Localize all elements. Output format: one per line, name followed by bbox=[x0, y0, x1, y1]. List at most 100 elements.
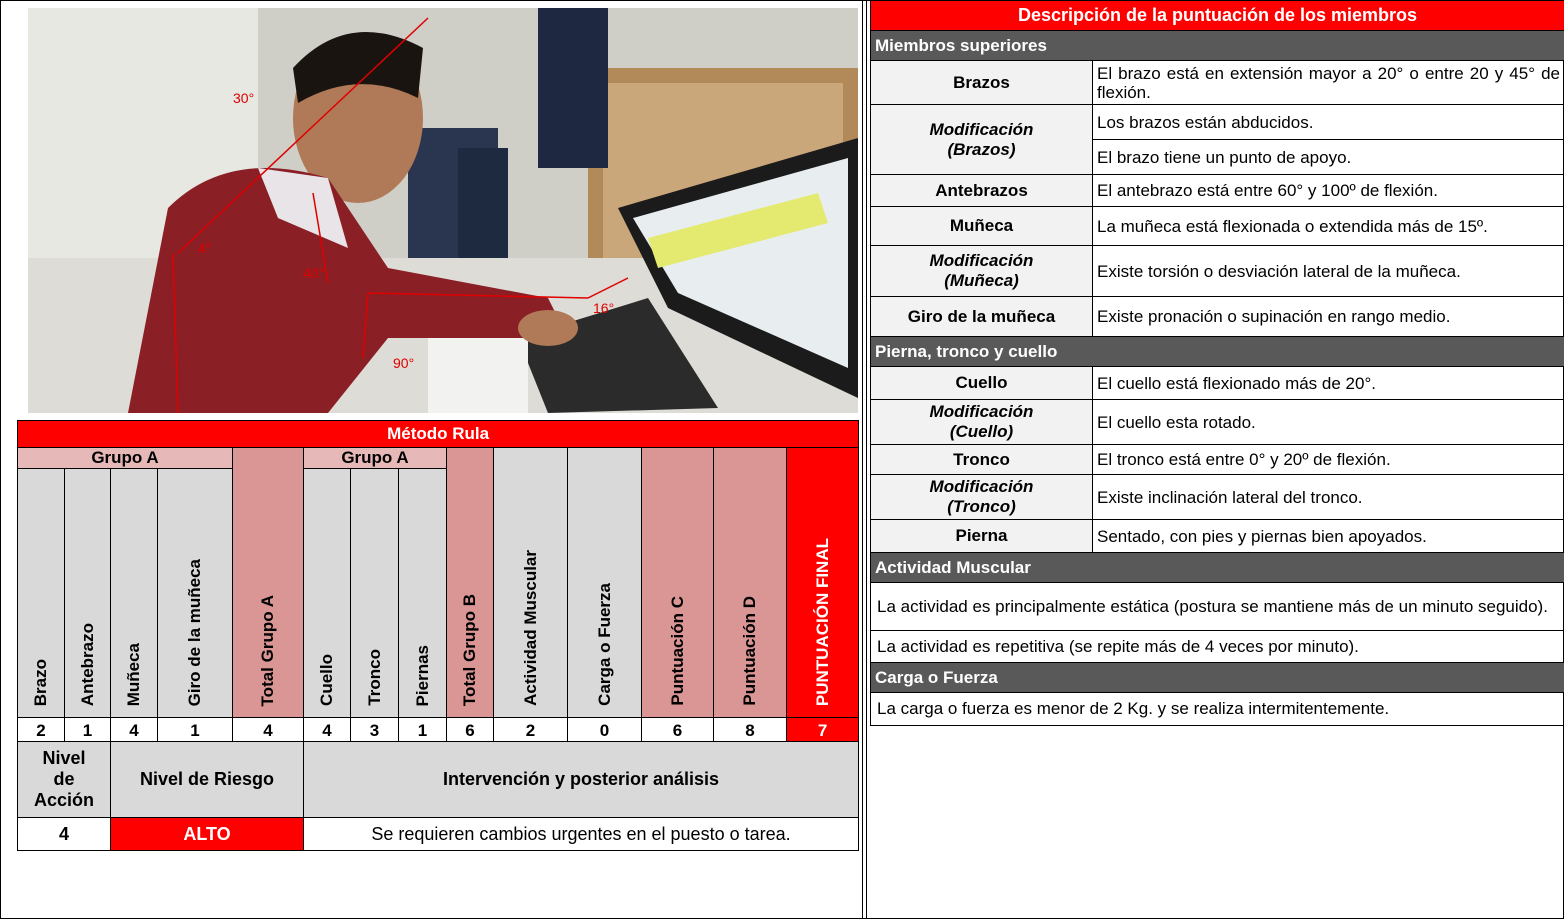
header-text: Tronco bbox=[364, 649, 384, 706]
description-row: Modificación (Brazos) Los brazos están ab… bbox=[870, 104, 1564, 175]
score: 1 bbox=[64, 717, 111, 744]
column-header: Piernas bbox=[398, 468, 447, 718]
label-text: Modificación (Muñeca) bbox=[929, 251, 1034, 290]
group-header: Grupo A bbox=[303, 447, 447, 469]
section-row: Actividad Muscular bbox=[870, 552, 1564, 583]
score: 1 bbox=[398, 717, 447, 744]
row-label: Brazos bbox=[870, 60, 1093, 105]
description-row: El brazo tiene un punto de apoyo. bbox=[871, 139, 1564, 175]
row-text: Los brazos están abducidos. bbox=[1092, 104, 1564, 140]
description-row: Brazos El brazo está en extensión mayor a… bbox=[870, 60, 1564, 105]
row-text: Existe inclinación lateral del tronco. bbox=[1092, 474, 1564, 520]
score: 8 bbox=[713, 717, 787, 744]
column-header: Brazo bbox=[17, 468, 65, 718]
angle-label: 90° bbox=[393, 355, 414, 371]
angle-label: 4° bbox=[198, 240, 211, 256]
label-text: Giro de la muñeca bbox=[907, 306, 1056, 326]
row-text: El cuello está flexionado más de 20°. bbox=[1092, 366, 1564, 400]
score: 4 bbox=[232, 717, 304, 744]
row-text: El antebrazo está entre 60° y 100º de fl… bbox=[1092, 174, 1564, 207]
section-row: Miembros superiores bbox=[870, 30, 1564, 61]
column-header: Puntuación C bbox=[641, 447, 714, 718]
paragraph: La actividad es repetitiva (se repite má… bbox=[870, 630, 1564, 663]
row-label: Modificación (Tronco) bbox=[870, 474, 1093, 520]
score: 6 bbox=[641, 717, 714, 744]
column-header: Total Grupo A bbox=[232, 447, 304, 718]
risk-header: Nivel de Acción bbox=[17, 741, 111, 818]
angle-label: 40° bbox=[303, 265, 324, 281]
header-text: Antebrazo bbox=[77, 622, 97, 706]
column-header: Muñeca bbox=[110, 468, 158, 718]
label-text: Tronco bbox=[953, 449, 1010, 469]
risk-header: Intervención y posterior análisis bbox=[303, 741, 859, 818]
header-text: Cuello bbox=[317, 654, 336, 706]
description-row: Modificación (Tronco) Existe inclinación … bbox=[870, 474, 1564, 520]
score: 4 bbox=[303, 717, 351, 744]
label-text: Modificación (Cuello) bbox=[929, 402, 1034, 441]
angle-label: 16° bbox=[593, 300, 614, 316]
description-row: Giro de la muñeca Existe pronación o supi… bbox=[870, 296, 1564, 337]
row-text: La muñeca está flexionada o extendida má… bbox=[1092, 206, 1564, 246]
row-text: Sentado, con pies y piernas bien apoyado… bbox=[1092, 519, 1564, 553]
section-row: Carga o Fuerza bbox=[870, 662, 1564, 693]
description-row: Tronco El tronco está entre 0° y 20º de f… bbox=[870, 444, 1564, 475]
header-text: Total Grupo B bbox=[460, 593, 479, 706]
row-text: El brazo tiene un punto de apoyo. bbox=[1092, 139, 1564, 175]
description-row: Antebrazos El antebrazo está entre 60° y … bbox=[870, 174, 1564, 207]
row-text: El cuello esta rotado. bbox=[1092, 399, 1564, 445]
row-label: Tronco bbox=[870, 444, 1093, 475]
paragraph: La carga o fuerza es menor de 2 Kg. y se… bbox=[870, 692, 1564, 726]
column-header: Giro de la muñeca bbox=[157, 468, 233, 718]
row-text: Existe pronación o supinación en rango m… bbox=[1092, 296, 1564, 337]
label-text: Brazos bbox=[953, 72, 1010, 92]
row-label: Giro de la muñeca bbox=[870, 296, 1093, 337]
column-header: Carga o Fuerza bbox=[567, 447, 642, 718]
header-text: Actividad Muscular bbox=[520, 550, 540, 706]
score: 2 bbox=[17, 717, 65, 744]
header-text: Nivel de Acción bbox=[34, 748, 95, 810]
row-text: El brazo está en extensión mayor a 20° o… bbox=[1092, 60, 1564, 105]
table-title: Descripción de la puntuación de los miem… bbox=[870, 0, 1564, 31]
workplace-photo: 30° 4° 40° 90° 16° bbox=[28, 8, 858, 413]
paragraph-row: La actividad es repetitiva (se repite má… bbox=[870, 630, 1564, 663]
group-header: Grupo A bbox=[17, 447, 233, 469]
row-label: Muñeca bbox=[870, 206, 1093, 246]
section-title: Miembros superiores bbox=[870, 30, 1564, 61]
header-text: Puntuación D bbox=[740, 596, 759, 706]
row-label: Modificación (Muñeca) bbox=[870, 245, 1093, 297]
score: 6 bbox=[446, 717, 494, 744]
column-header: Total Grupo B bbox=[446, 447, 494, 718]
risk-level: ALTO bbox=[110, 817, 304, 851]
description-row: Modificación (Cuello) El cuello esta rota… bbox=[870, 399, 1564, 445]
header-text: Giro de la muñeca bbox=[185, 558, 204, 706]
description-table: Descripción de la puntuación de los miem… bbox=[870, 0, 1564, 726]
row-label: Pierna bbox=[870, 519, 1093, 553]
label-text: Muñeca bbox=[949, 216, 1014, 235]
risk-table: Nivel de Acción Nivel de Riesgo Interven… bbox=[17, 741, 859, 851]
description-row: Muñeca La muñeca está flexionada o extend… bbox=[870, 206, 1564, 246]
table-title: Método Rula bbox=[16, 420, 860, 448]
header-text: Puntuación C bbox=[667, 596, 687, 706]
score: 1 bbox=[157, 717, 233, 744]
divider bbox=[862, 0, 867, 919]
intervention: Se requieren cambios urgentes en el pues… bbox=[303, 817, 859, 851]
row-label: Cuello bbox=[870, 366, 1093, 400]
column-header: Puntuación D bbox=[713, 447, 787, 718]
risk-header: Nivel de Riesgo bbox=[110, 741, 304, 818]
label-text: Modificación (Tronco) bbox=[929, 477, 1034, 516]
column-header: PUNTUACIÓN FINAL bbox=[785, 447, 860, 718]
section-row: Pierna, tronco y cuello bbox=[870, 336, 1564, 367]
label-text: Cuello bbox=[955, 373, 1008, 392]
header-text: PUNTUACIÓN FINAL bbox=[812, 537, 832, 706]
rula-table: Método Rula Grupo A Total Grupo A Grupo … bbox=[16, 420, 860, 744]
section-title: Actividad Muscular bbox=[870, 552, 1564, 583]
header-text: Total Grupo A bbox=[258, 594, 277, 706]
row-text: Existe torsión o desviación lateral de l… bbox=[1092, 245, 1564, 297]
score: 3 bbox=[350, 717, 399, 744]
header-text: Brazo bbox=[31, 658, 50, 706]
paragraph: La actividad es principalmente estática … bbox=[870, 582, 1564, 631]
row-text: El tronco está entre 0° y 20º de flexión… bbox=[1092, 444, 1564, 475]
header-text: Muñeca bbox=[124, 642, 143, 706]
